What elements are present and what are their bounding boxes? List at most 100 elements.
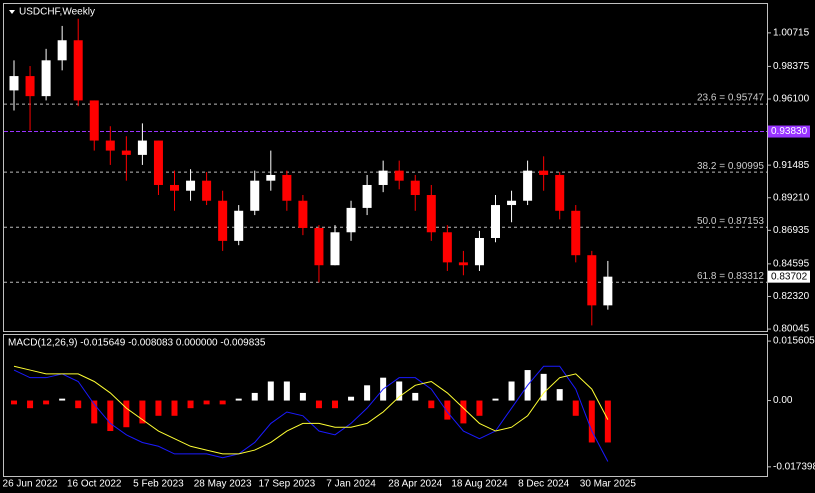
histogram-bar — [283, 381, 290, 401]
candle-body — [394, 170, 404, 181]
histogram-bar — [27, 400, 34, 409]
histogram-bar — [299, 392, 306, 401]
x-tick-label: 7 Jan 2024 — [326, 479, 376, 490]
fib-label: 23.6 = 0.95747 — [697, 93, 764, 104]
x-tick-label: 18 Aug 2024 — [451, 479, 508, 490]
histogram-bar — [171, 400, 178, 416]
candle-body — [89, 100, 99, 141]
candle-body — [41, 60, 51, 97]
candle-body — [507, 200, 517, 206]
y-tick-label: -0.017398 — [773, 461, 815, 472]
candle-body — [491, 205, 500, 239]
macd-panel-border — [3, 334, 768, 477]
histogram-bar — [203, 400, 210, 405]
candle-body — [330, 232, 340, 266]
histogram-bar — [444, 400, 451, 420]
fib-label: 50.0 = 0.87153 — [697, 216, 764, 227]
macd-line — [13, 365, 609, 462]
menu-arrow — [9, 10, 15, 14]
histogram-bar — [556, 389, 563, 401]
y-tick-label: 0.96100 — [773, 94, 810, 105]
histogram-bar — [428, 400, 435, 409]
candle-body — [346, 207, 356, 233]
histogram-bar — [572, 400, 579, 416]
candle-body — [410, 180, 420, 196]
x-tick-label: 8 Dec 2024 — [518, 479, 570, 490]
y-tick-label: 0.86935 — [773, 225, 810, 236]
price-panel-border — [3, 3, 768, 332]
histogram-bar — [59, 398, 66, 401]
histogram-bar — [492, 398, 499, 401]
y-tick-label: 0.00 — [773, 395, 793, 406]
histogram-bar — [332, 400, 338, 409]
candle-body — [442, 232, 452, 263]
y-tick-label: 1.00715 — [773, 28, 810, 39]
y-tick-label: 0.82320 — [773, 291, 810, 302]
y-tick-label: 0.98375 — [773, 61, 810, 72]
candle-body — [426, 195, 436, 233]
x-tick-label: 26 Jun 2022 — [3, 479, 58, 490]
candle-body — [458, 262, 468, 266]
x-tick-label: 28 Apr 2024 — [388, 479, 442, 490]
histogram-bar — [251, 392, 258, 401]
histogram-bar — [540, 373, 547, 401]
x-tick-label: 16 Oct 2022 — [67, 479, 122, 490]
histogram-bar — [75, 400, 82, 409]
histogram-bar — [364, 385, 371, 401]
candle-body — [571, 210, 581, 256]
candle-body — [555, 174, 565, 211]
last-price-box — [768, 270, 810, 283]
y-tick-label: 0.80045 — [773, 324, 810, 335]
x-tick-label: 30 Mar 2025 — [580, 479, 637, 490]
x-tick-label: 5 Feb 2023 — [133, 479, 184, 490]
histogram-bar — [235, 398, 242, 401]
candle-body — [362, 184, 372, 208]
histogram-bar — [107, 400, 114, 432]
histogram-bar — [187, 400, 194, 409]
y-tick-label: 0.015605 — [773, 336, 815, 347]
histogram-bar — [412, 392, 419, 401]
candle-body — [9, 76, 19, 91]
candle-body — [170, 184, 179, 191]
candle-body — [57, 40, 67, 61]
y-tick-label: 0.84595 — [773, 259, 810, 270]
last-price-label: 0.83702 — [771, 271, 808, 282]
histogram-bar — [476, 400, 483, 416]
candle-body — [282, 174, 292, 201]
candle-body — [186, 180, 196, 191]
macd-title: MACD(12,26,9) -0.015649 -0.008083 0.0000… — [8, 338, 266, 349]
candle-body — [539, 170, 549, 175]
fib-label: 38.2 = 0.90995 — [697, 161, 764, 172]
x-tick-label: 17 Sep 2023 — [258, 479, 315, 490]
candle-body — [266, 174, 276, 181]
y-tick-label: 0.89210 — [773, 192, 810, 203]
fib-label: 61.8 = 0.83312 — [697, 271, 764, 282]
histogram-bar — [139, 400, 146, 424]
candle-body — [603, 276, 613, 306]
signal-line — [13, 365, 609, 455]
histogram-bar — [588, 400, 595, 443]
candle-body — [474, 238, 484, 266]
candle-body — [73, 40, 83, 101]
chart-title: USDCHF,Weekly — [19, 7, 95, 18]
histogram-bar — [123, 400, 130, 428]
x-tick-label: 28 May 2023 — [194, 479, 252, 490]
candle-body — [234, 210, 244, 241]
candle-body — [378, 170, 388, 185]
candle-body — [25, 76, 35, 97]
histogram-bar — [43, 400, 50, 405]
candle-body — [202, 180, 212, 201]
histogram-bar — [11, 400, 17, 405]
histogram-bar — [396, 381, 403, 401]
candle-body — [105, 140, 115, 151]
histogram-bar — [315, 400, 322, 409]
histogram-bar — [508, 381, 515, 401]
histogram-bar — [91, 400, 98, 424]
histogram-bar — [219, 400, 226, 405]
candle-body — [218, 200, 228, 241]
candle-body — [587, 255, 597, 306]
level-box — [768, 125, 810, 138]
histogram-bar — [460, 400, 467, 424]
